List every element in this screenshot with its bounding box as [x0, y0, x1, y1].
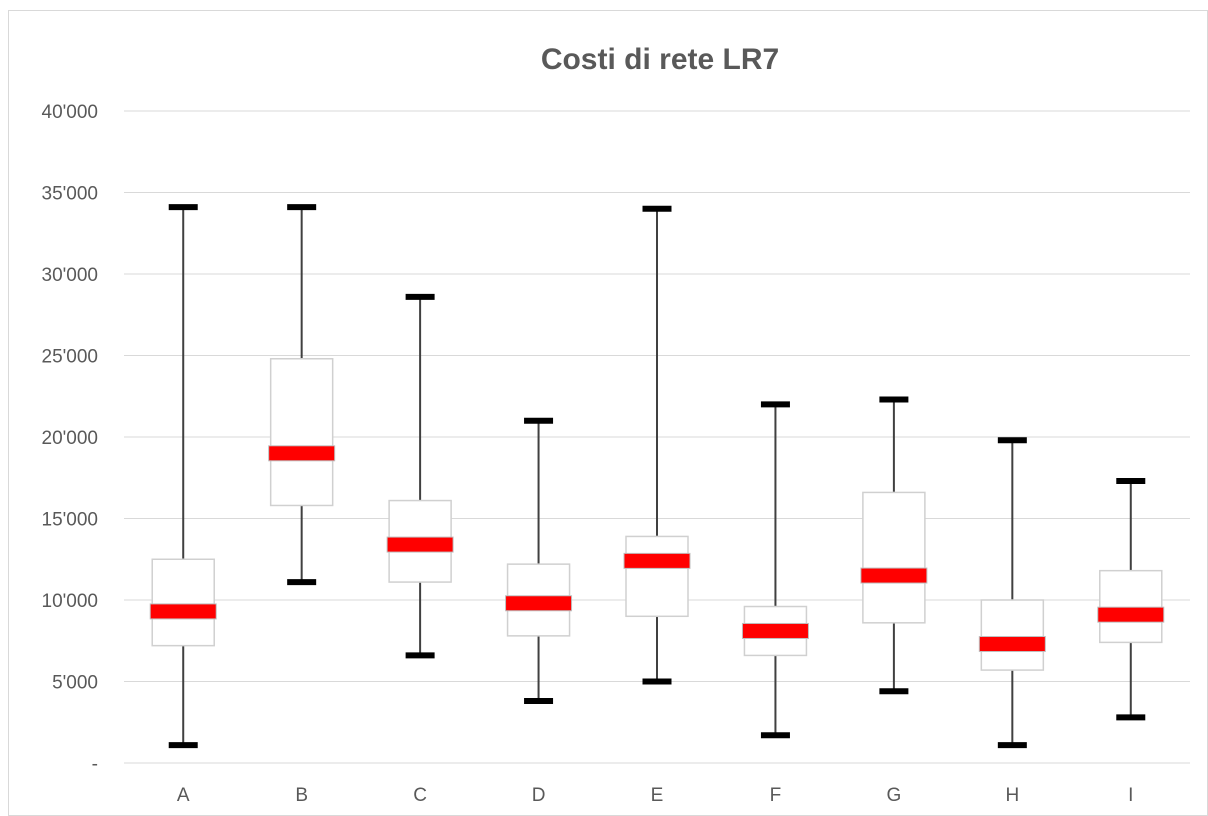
box-F [741, 401, 809, 739]
median-marker [978, 636, 1046, 653]
x-tick-label: H [1005, 785, 1019, 806]
y-tick-label: 25'000 [42, 347, 98, 368]
interquartile-box [625, 535, 689, 618]
x-tick-label: G [886, 785, 901, 806]
box-series [149, 204, 1165, 749]
x-tick-label: B [295, 785, 308, 806]
box-D [505, 417, 573, 705]
y-tick-label: 30'000 [42, 265, 98, 286]
interquartile-box [980, 599, 1045, 671]
y-tick-label: 35'000 [42, 184, 98, 205]
median-marker [149, 603, 217, 620]
x-tick-label: I [1128, 785, 1133, 806]
box-E [623, 205, 691, 685]
y-tick-label: - [92, 754, 98, 775]
x-tick-label: D [532, 785, 546, 806]
interquartile-box [151, 558, 215, 647]
y-tick-label: 10'000 [42, 591, 98, 612]
x-tick-label: F [770, 785, 782, 806]
x-axis: A B C D E F G H I [177, 785, 1134, 806]
box-B [268, 204, 336, 586]
x-tick-label: C [413, 785, 427, 806]
median-marker [860, 567, 928, 584]
y-tick-label: 5'000 [52, 673, 98, 694]
median-marker [741, 622, 809, 639]
x-tick-label: E [651, 785, 664, 806]
median-marker [268, 445, 336, 462]
y-tick-label: 20'000 [42, 428, 98, 449]
median-marker [1097, 606, 1165, 623]
box-A [149, 204, 217, 749]
x-tick-label: A [177, 785, 190, 806]
median-marker [623, 552, 691, 569]
interquartile-box [1099, 569, 1163, 644]
median-marker [386, 536, 454, 553]
y-tick-label: 15'000 [42, 510, 98, 531]
interquartile-box [862, 491, 926, 624]
chart-title: Costi di rete LR7 [541, 43, 779, 76]
box-I [1097, 478, 1165, 721]
box-G [860, 396, 928, 695]
y-axis: - 5'000 10'000 15'000 20'000 25'000 30'000 35'0… [42, 102, 98, 775]
interquartile-box [269, 358, 334, 507]
median-marker [505, 595, 573, 612]
y-tick-label: 40'000 [42, 102, 98, 123]
box-H [978, 437, 1046, 749]
box-C [386, 293, 454, 659]
